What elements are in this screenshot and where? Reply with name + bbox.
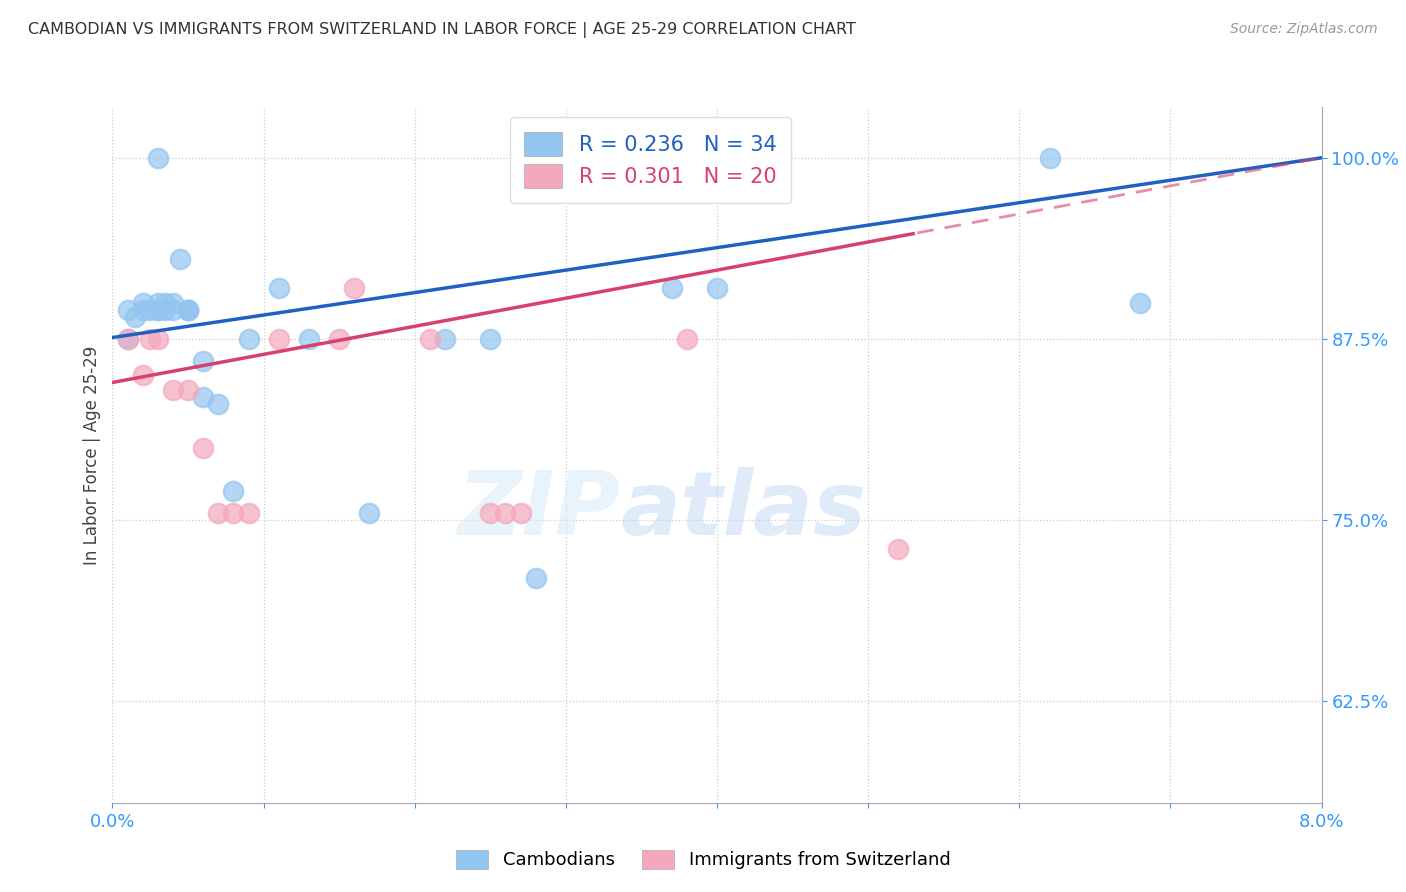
Point xyxy=(146,302,169,317)
Point xyxy=(177,302,200,317)
Point xyxy=(267,332,290,346)
Point xyxy=(191,441,215,455)
Point xyxy=(509,506,531,520)
Point xyxy=(146,151,169,165)
Point xyxy=(117,302,139,317)
Y-axis label: In Labor Force | Age 25-29: In Labor Force | Age 25-29 xyxy=(83,345,101,565)
Point xyxy=(419,332,441,346)
Point xyxy=(359,506,381,520)
Point xyxy=(139,302,162,317)
Point xyxy=(238,506,260,520)
Point xyxy=(706,281,728,295)
Point xyxy=(146,302,169,317)
Point xyxy=(132,368,155,383)
Point xyxy=(117,332,139,346)
Point xyxy=(177,383,200,397)
Point xyxy=(222,506,245,520)
Point xyxy=(191,353,215,368)
Point xyxy=(146,332,169,346)
Point xyxy=(524,571,547,585)
Point xyxy=(479,332,502,346)
Point xyxy=(267,281,290,295)
Legend: Cambodians, Immigrants from Switzerland: Cambodians, Immigrants from Switzerland xyxy=(447,841,959,879)
Point xyxy=(117,332,139,346)
Point xyxy=(433,332,456,346)
Text: ZIP: ZIP xyxy=(457,467,620,554)
Point xyxy=(1038,151,1062,165)
Point xyxy=(479,506,502,520)
Text: Source: ZipAtlas.com: Source: ZipAtlas.com xyxy=(1230,22,1378,37)
Point xyxy=(1129,295,1152,310)
Point xyxy=(238,332,260,346)
Text: CAMBODIAN VS IMMIGRANTS FROM SWITZERLAND IN LABOR FORCE | AGE 25-29 CORRELATION : CAMBODIAN VS IMMIGRANTS FROM SWITZERLAND… xyxy=(28,22,856,38)
Point xyxy=(191,390,215,404)
Point xyxy=(177,302,200,317)
Point xyxy=(139,332,162,346)
Point xyxy=(887,542,910,557)
Text: atlas: atlas xyxy=(620,467,866,554)
Point xyxy=(328,332,350,346)
Point xyxy=(169,252,191,267)
Point xyxy=(207,506,229,520)
Point xyxy=(162,383,184,397)
Point xyxy=(675,332,697,346)
Legend: R = 0.236   N = 34, R = 0.301   N = 20: R = 0.236 N = 34, R = 0.301 N = 20 xyxy=(510,118,792,203)
Point xyxy=(661,281,683,295)
Point xyxy=(162,302,184,317)
Point xyxy=(124,310,146,325)
Point xyxy=(298,332,321,346)
Point xyxy=(207,397,229,411)
Point xyxy=(155,295,177,310)
Point xyxy=(146,295,169,310)
Point xyxy=(132,302,155,317)
Point xyxy=(155,302,177,317)
Point xyxy=(222,484,245,499)
Point xyxy=(495,506,517,520)
Point xyxy=(343,281,366,295)
Point xyxy=(132,295,155,310)
Point xyxy=(162,295,184,310)
Point xyxy=(177,302,200,317)
